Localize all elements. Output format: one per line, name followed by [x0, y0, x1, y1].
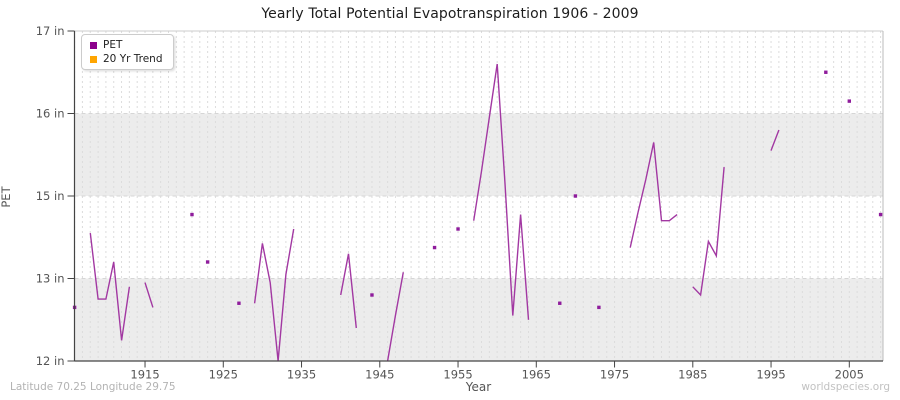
- pet-data-point: [237, 301, 241, 305]
- y-tick-label: 12 in: [36, 354, 65, 368]
- pet-data-point: [847, 99, 851, 103]
- y-tick-label: 13 in: [36, 272, 65, 286]
- x-tick-label: 1985: [678, 368, 707, 382]
- pet-data-point: [370, 293, 374, 297]
- y-tick-label: 17 in: [36, 24, 65, 38]
- x-tick-label: 1945: [365, 368, 394, 382]
- x-tick-label: 1995: [756, 368, 785, 382]
- pet-data-point: [597, 305, 601, 310]
- x-tick-label: 2005: [835, 368, 864, 382]
- pet-data-point: [573, 194, 578, 198]
- x-tick-label: 1965: [522, 368, 551, 382]
- x-tick-label: 1935: [287, 368, 316, 382]
- y-tick-label: 15 in: [36, 189, 65, 203]
- legend-box: PET 20 Yr Trend: [81, 34, 174, 70]
- legend-item-label: PET: [103, 39, 123, 51]
- pet-series-swatch-icon: [90, 41, 97, 49]
- x-tick-label: 1975: [600, 368, 629, 382]
- pet-data-point: [190, 212, 194, 217]
- pet-data-point: [205, 260, 210, 264]
- legend-item-pet: PET: [90, 39, 163, 51]
- pet-data-point: [878, 212, 883, 217]
- x-tick-label: 1915: [130, 368, 159, 382]
- pet-data-point: [558, 301, 562, 305]
- plot-band: [74, 113, 883, 196]
- y-tick-label: 16 in: [36, 107, 65, 121]
- latitude-longitude-label: Latitude 70.25 Longitude 29.75: [10, 381, 176, 393]
- x-tick-label: 1925: [209, 368, 238, 382]
- x-axis-title: Year: [465, 380, 492, 394]
- legend-item-label: 20 Yr Trend: [103, 53, 163, 65]
- watermark: worldspecies.org: [801, 381, 890, 393]
- trend-series-swatch-icon: [90, 55, 97, 63]
- pet-data-point: [824, 70, 828, 74]
- pet-data-point: [456, 227, 460, 231]
- y-axis-title: PET: [0, 186, 13, 208]
- legend-item-trend: 20 Yr Trend: [90, 53, 163, 65]
- plot-band: [74, 278, 883, 361]
- chart-title: Yearly Total Potential Evapotranspiratio…: [261, 6, 639, 22]
- x-tick-label: 1955: [443, 368, 472, 382]
- pet-data-point: [432, 245, 437, 250]
